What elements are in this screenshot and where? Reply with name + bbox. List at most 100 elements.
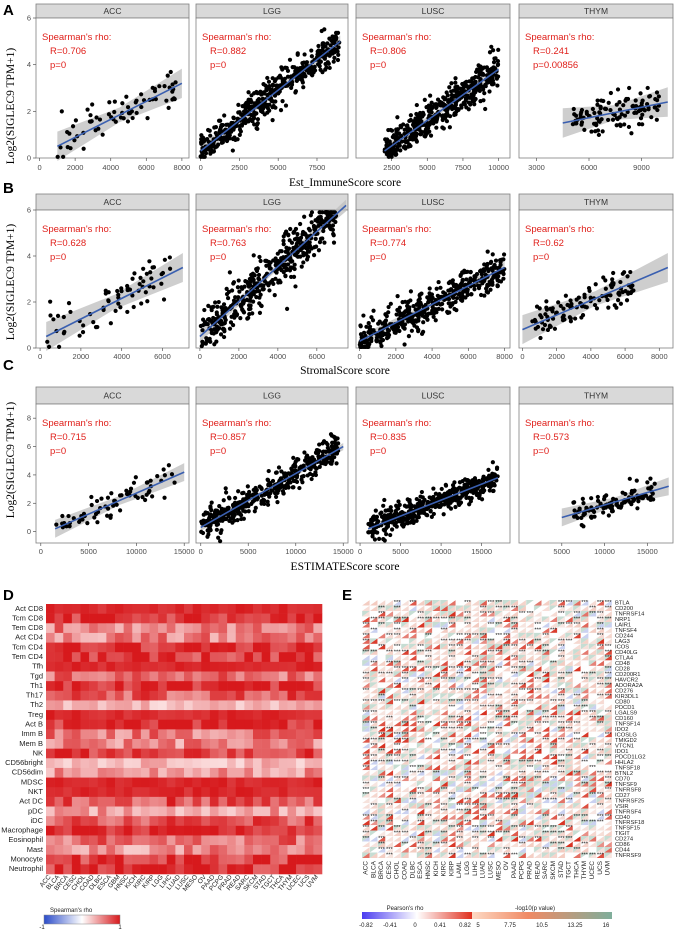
heat-cell	[140, 729, 150, 740]
data-point	[278, 108, 284, 113]
data-point	[595, 102, 600, 107]
data-point	[618, 279, 623, 285]
heat-cell	[175, 729, 185, 740]
heat-cell	[89, 854, 99, 865]
heat-cell	[270, 652, 280, 663]
heat-cell	[71, 787, 81, 798]
heat-cell	[158, 835, 168, 846]
heat-cell	[175, 690, 185, 701]
y-tick-label: 2	[27, 107, 31, 116]
data-point	[170, 97, 175, 102]
data-point	[234, 312, 240, 317]
y-tick-label: 6	[27, 14, 31, 23]
heat-cell	[106, 632, 116, 643]
heat-cell	[115, 719, 124, 730]
heat-cell	[313, 632, 323, 643]
data-point	[141, 279, 146, 284]
data-point	[249, 118, 254, 123]
data-point	[48, 299, 53, 304]
data-point	[224, 490, 229, 495]
data-point	[407, 318, 412, 323]
significance-mark: ***	[503, 617, 511, 623]
heat-cell	[106, 835, 116, 846]
heat-cell	[296, 729, 306, 740]
data-point	[148, 270, 153, 275]
data-point	[281, 238, 286, 243]
data-point	[419, 331, 425, 336]
heat-cell	[201, 661, 211, 672]
data-point	[629, 285, 634, 290]
heat-cell	[46, 796, 55, 807]
data-point	[241, 309, 246, 314]
x-tick-label: 15000	[637, 547, 658, 556]
data-point	[582, 127, 587, 132]
heat-cell	[296, 671, 306, 682]
data-point	[500, 270, 506, 275]
data-point	[623, 491, 628, 497]
data-point	[489, 282, 494, 287]
data-point	[247, 312, 252, 317]
data-point	[289, 82, 295, 87]
heat-cell	[63, 690, 73, 701]
data-point	[626, 124, 632, 130]
heat-cell	[140, 623, 150, 634]
data-point	[164, 98, 169, 103]
heat-cell	[166, 777, 176, 788]
heat-cell	[313, 623, 323, 634]
data-point	[155, 474, 160, 479]
data-point	[402, 127, 407, 132]
heat-cell	[184, 652, 193, 663]
heat-cell	[106, 796, 116, 807]
heat-cell	[296, 758, 306, 769]
significance-mark: ***	[534, 628, 542, 634]
data-point	[279, 65, 284, 70]
heat-cell	[235, 816, 245, 827]
heat-cell	[218, 825, 228, 836]
heat-cell	[261, 796, 271, 807]
heat-cell	[115, 845, 124, 856]
heat-cell	[63, 623, 73, 634]
heat-cell	[270, 613, 280, 624]
data-point	[211, 304, 216, 310]
heat-cell	[184, 613, 193, 624]
data-point	[384, 143, 389, 148]
row-label-act-cd4: Act CD4	[15, 633, 43, 642]
data-point	[311, 70, 316, 75]
heat-cell	[80, 835, 90, 846]
data-point	[543, 312, 548, 317]
data-point	[215, 522, 221, 527]
data-point	[220, 326, 226, 332]
data-point	[636, 122, 642, 127]
heat-cell	[63, 671, 73, 682]
heat-cell	[115, 613, 124, 624]
heat-cell	[166, 681, 176, 692]
data-point	[493, 258, 499, 263]
data-point	[432, 102, 438, 107]
data-point	[91, 320, 96, 325]
heat-cell	[175, 787, 185, 798]
data-point	[579, 315, 584, 320]
data-point	[302, 231, 308, 236]
annotation-p: p=0	[370, 60, 386, 71]
data-point	[640, 122, 645, 127]
data-point	[629, 131, 634, 136]
heat-cell	[192, 825, 202, 836]
heat-cell	[46, 835, 55, 846]
data-point	[394, 147, 399, 152]
x-tick-label: 4000	[113, 352, 130, 361]
heat-cell	[97, 613, 107, 624]
heat-cell	[158, 681, 168, 692]
heat-cell	[218, 777, 228, 788]
data-point	[431, 314, 436, 319]
heat-cell	[149, 758, 159, 769]
regression-line	[45, 266, 184, 338]
data-point	[68, 309, 73, 315]
heat-cell	[123, 854, 133, 865]
data-point	[573, 113, 579, 118]
heat-cell	[218, 787, 228, 798]
data-point	[608, 90, 613, 96]
heat-cell	[287, 652, 297, 663]
heat-cell	[140, 739, 150, 749]
data-point	[99, 496, 104, 501]
